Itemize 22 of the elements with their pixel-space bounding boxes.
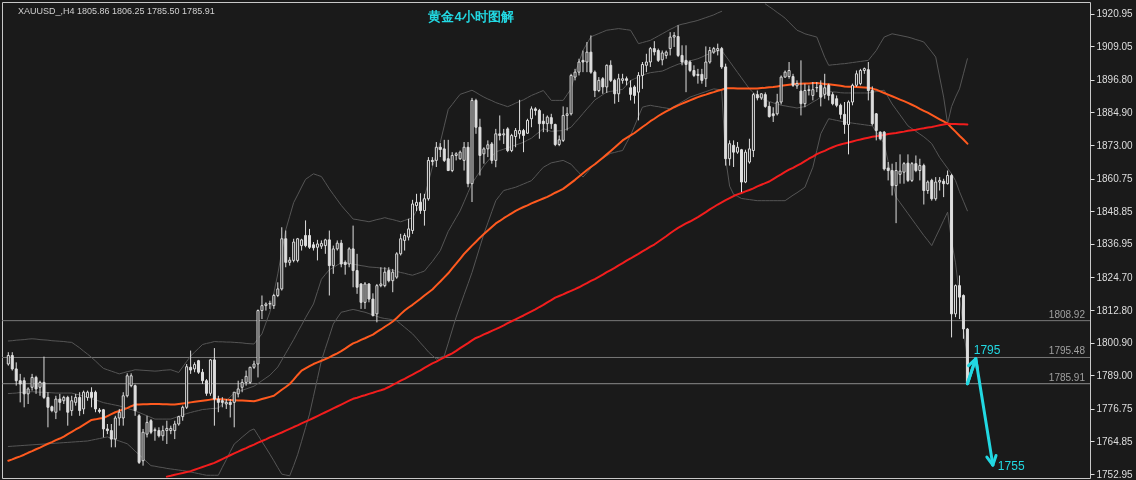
y-tick-label: 1764.85 [1096, 435, 1134, 447]
y-tick-label: 1836.95 [1096, 238, 1134, 250]
y-tick-label: 1824.70 [1096, 271, 1134, 283]
y-tick-label: 1896.80 [1096, 74, 1134, 86]
annotation: XAUUSD_,H4 1805.86 1806.25 1785.50 1785.91 [18, 6, 215, 16]
y-tick-label: 1860.75 [1096, 173, 1134, 185]
y-tick-label: 1789.00 [1096, 369, 1134, 381]
ref-line-label: 1808.92 [1048, 308, 1086, 320]
y-tick-label: 1909.05 [1096, 40, 1134, 52]
ref-line-label: 1785.91 [1048, 371, 1086, 383]
y-tick-label: 1800.90 [1096, 337, 1134, 349]
ref-line-label: 1795.48 [1048, 345, 1086, 357]
annotation: 1795 [973, 342, 1001, 357]
y-tick-label: 1873.00 [1096, 139, 1134, 151]
text: 黄金4小时图解 [427, 9, 514, 24]
text: 1755 [997, 459, 1025, 473]
y-tick-label: 1848.85 [1096, 205, 1134, 217]
y-tick-label: 1920.95 [1096, 8, 1134, 20]
y-tick-label: 1752.95 [1096, 468, 1134, 480]
y-tick-label: 1812.80 [1096, 304, 1134, 316]
y-tick-label: 1776.75 [1096, 403, 1134, 415]
y-tick-label: 1884.90 [1096, 106, 1134, 118]
